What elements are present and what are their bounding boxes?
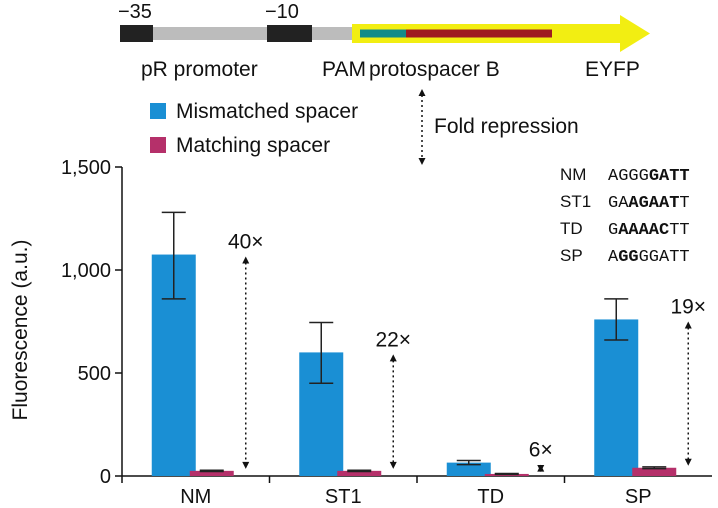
sequence-label: SP [560, 246, 583, 265]
x-tick-label: ST1 [325, 486, 362, 508]
sequence-label: ST1 [560, 192, 591, 211]
chart-bars: 40× 22× 6× 19× [151, 211, 706, 476]
y-tick-label: 1,000 [61, 260, 111, 282]
bar-mismatched [594, 319, 639, 476]
promoter-label: pR promoter [141, 58, 258, 81]
x-tick-label: TD [477, 486, 504, 508]
protospacer-label: protospacer B [369, 58, 500, 81]
promoter-line [120, 27, 360, 40]
pam-segment [360, 29, 406, 38]
y-axis-label: Fluorescence (a.u.) [9, 240, 32, 421]
eyfp-label: EYFP [585, 58, 640, 81]
x-tick-label: SP [625, 486, 652, 508]
bar-mismatched [446, 462, 491, 476]
sequence-part: GATT [649, 167, 690, 186]
minus35-box [120, 25, 153, 42]
sequence-label: NM [560, 165, 586, 184]
y-tick-label: 0 [100, 466, 111, 488]
sequence-part: GA [608, 194, 629, 213]
sequence-part: A [608, 248, 619, 267]
fold-label: 6× [529, 439, 553, 462]
legend-swatch-mismatched [150, 103, 166, 119]
x-tick-label: NM [180, 486, 211, 508]
legend-label-mismatched: Mismatched spacer [176, 100, 358, 123]
fold-arrow-head-down [389, 461, 397, 469]
y-tick-label: 1,500 [61, 157, 111, 179]
legend-fold-arrow-up [418, 89, 426, 96]
legend: Mismatched spacer Matching spacer Fold r… [150, 89, 579, 165]
fold-arrow-head-up [242, 256, 250, 264]
sequence-part: GGATT [639, 248, 690, 267]
legend-label-matching: Matching spacer [176, 134, 330, 157]
sequence-text: GAAGAATT [608, 194, 690, 213]
fold-label: 19× [670, 295, 706, 318]
sequence-text: GAAAACTT [608, 221, 690, 240]
protospacer-segment [406, 29, 552, 38]
y-tick-label: 500 [78, 363, 111, 385]
bar-matching [337, 470, 382, 476]
sequence-part: T [679, 194, 689, 213]
construct-diagram: −35 −10 pR promoter PAM protospacer B EY… [118, 1, 650, 81]
bar-matching [632, 467, 677, 476]
sequence-text: AGGGGATT [608, 248, 690, 267]
minus35-label: −35 [118, 1, 152, 23]
legend-label-fold: Fold repression [434, 115, 579, 138]
fold-arrow-head-down [242, 461, 250, 469]
minus10-label: −10 [265, 1, 299, 23]
sequence-label: TD [560, 219, 583, 238]
fold-label: 40× [228, 231, 264, 254]
fold-arrow-head-up [389, 354, 397, 362]
sequence-part: TT [669, 221, 689, 240]
pam-label: PAM [322, 58, 366, 81]
fold-arrow-head-down [684, 458, 692, 466]
fold-arrow-head-up [684, 321, 692, 329]
sequence-part: AGGG [608, 167, 649, 186]
bar-matching [189, 470, 234, 476]
sequence-text: AGGGGATT [608, 167, 690, 186]
legend-swatch-matching [150, 137, 166, 153]
sequence-part: AAAAC [618, 221, 669, 240]
fold-label: 22× [375, 328, 411, 351]
sequence-part: AGAAT [628, 194, 679, 213]
sequence-part: G [608, 221, 618, 240]
fold-arrow-head-down [537, 464, 545, 472]
sequence-part: GG [618, 248, 638, 267]
minus10-box [267, 25, 312, 42]
legend-fold-arrow-down [418, 158, 426, 165]
